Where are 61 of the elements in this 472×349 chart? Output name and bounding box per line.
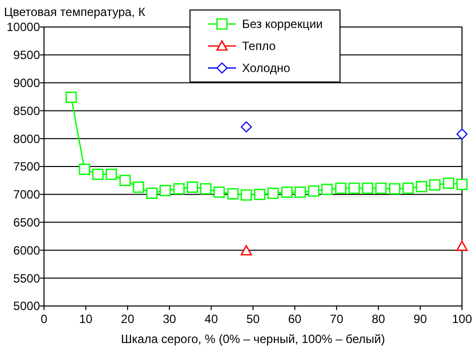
point [146, 188, 158, 199]
y-tick-label: 6500 [13, 216, 40, 230]
point [362, 182, 374, 194]
point [442, 178, 454, 189]
y-tick-label: 7000 [13, 188, 40, 202]
legend-label: Холодно [242, 61, 290, 76]
point [173, 183, 185, 194]
point [335, 182, 346, 194]
y-tick-label: 6000 [13, 243, 40, 258]
x-tick-label: 100 [452, 312, 472, 326]
x-tick-label: 60 [288, 312, 302, 326]
point [281, 186, 293, 198]
point [254, 188, 266, 200]
legend-label: Тепло [242, 39, 276, 54]
point [186, 181, 198, 193]
point [160, 184, 171, 196]
y-tick-label: 8500 [13, 104, 40, 118]
point [200, 183, 212, 194]
point [375, 182, 387, 194]
point [456, 128, 468, 140]
y-axis-title: Цветовая температура, К [4, 5, 146, 19]
point [294, 186, 306, 198]
point [348, 182, 360, 194]
point [240, 245, 252, 256]
x-tick-label: 90 [414, 312, 428, 326]
y-tick-label: 5000 [13, 299, 40, 314]
point [227, 188, 239, 200]
point [456, 178, 468, 190]
y-tick-label: 7500 [13, 160, 40, 174]
point [456, 240, 468, 251]
point [66, 92, 77, 103]
point [416, 180, 428, 192]
y-tick-label: 8000 [13, 132, 40, 146]
x-tick-label: 40 [204, 312, 218, 326]
point [402, 182, 414, 194]
point [321, 184, 333, 196]
x-tick-label: 80 [372, 312, 386, 326]
x-tick-label: 50 [246, 312, 260, 326]
point [213, 186, 225, 198]
point [78, 164, 90, 175]
y-tick-label: 10000 [6, 20, 40, 34]
point [240, 121, 252, 132]
point [106, 168, 117, 180]
point [389, 183, 400, 194]
point [240, 189, 252, 201]
x-tick-label: 10 [79, 312, 93, 326]
point [308, 185, 320, 197]
x-tick-label: 20 [120, 312, 135, 326]
y-tick-label: 9000 [13, 76, 40, 90]
x-tick-label: 70 [330, 312, 344, 326]
y-tick-label: 5500 [13, 271, 40, 286]
point [267, 188, 279, 199]
x-tick-label: 0 [40, 312, 48, 326]
x-tick-label: 30 [162, 312, 176, 326]
x-axis-title: Шкала серого, % (0% – черный, 100% – белый) [121, 332, 385, 346]
point [119, 174, 131, 186]
point [132, 181, 144, 193]
legend-label: Без коррекции [242, 17, 323, 32]
y-tick-label: 9500 [13, 48, 40, 62]
point [429, 179, 440, 191]
point [92, 168, 104, 180]
